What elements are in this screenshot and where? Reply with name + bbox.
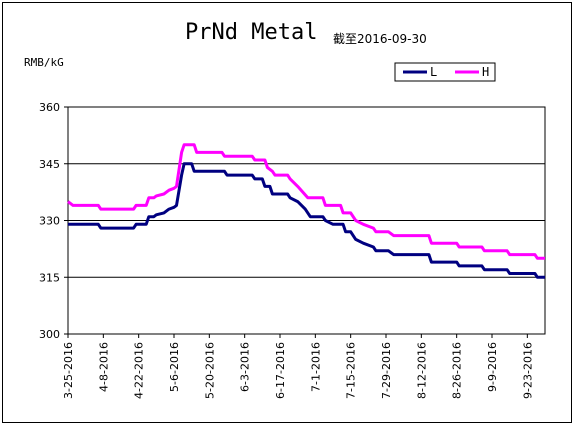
chart-subtitle: 截至2016-09-30 — [333, 32, 427, 46]
legend-label-L: L — [430, 65, 437, 79]
x-tick-label: 8-12-2016 — [415, 342, 428, 399]
y-tick-label: 300 — [39, 328, 60, 341]
series-line-H — [67, 143, 545, 260]
y-tick-label: 360 — [39, 101, 60, 114]
x-tick-label: 9-9-2016 — [486, 342, 499, 392]
x-tick-label: 3-25-2016 — [62, 342, 75, 399]
chart-title: PrNd Metal — [185, 20, 318, 45]
y-axis-label: RMB/kG — [24, 56, 64, 69]
legend: L H — [394, 62, 496, 82]
y-tick-label: 345 — [39, 158, 60, 171]
x-tick-label: 5-6-2016 — [168, 342, 181, 392]
x-tick-label: 6-17-2016 — [274, 342, 287, 399]
x-tick-label: 7-15-2016 — [345, 342, 358, 399]
x-tick-label: 9-23-2016 — [521, 342, 534, 399]
x-tick-label: 7-29-2016 — [380, 342, 393, 399]
x-tick-label: 6-3-2016 — [239, 342, 252, 392]
y-tick-label: 315 — [39, 271, 60, 284]
x-tick-label: 4-22-2016 — [133, 342, 146, 399]
x-tick-label: 4-8-2016 — [97, 342, 110, 392]
legend-label-H: H — [482, 65, 489, 79]
series-line-L — [68, 162, 545, 279]
legend-box — [394, 62, 496, 82]
y-tick-label: 330 — [39, 215, 60, 228]
x-tick-label: 7-1-2016 — [309, 342, 322, 392]
x-tick-label: 8-26-2016 — [451, 342, 464, 399]
x-tick-label: 5-20-2016 — [203, 342, 216, 399]
chart-frame — [2, 2, 572, 423]
